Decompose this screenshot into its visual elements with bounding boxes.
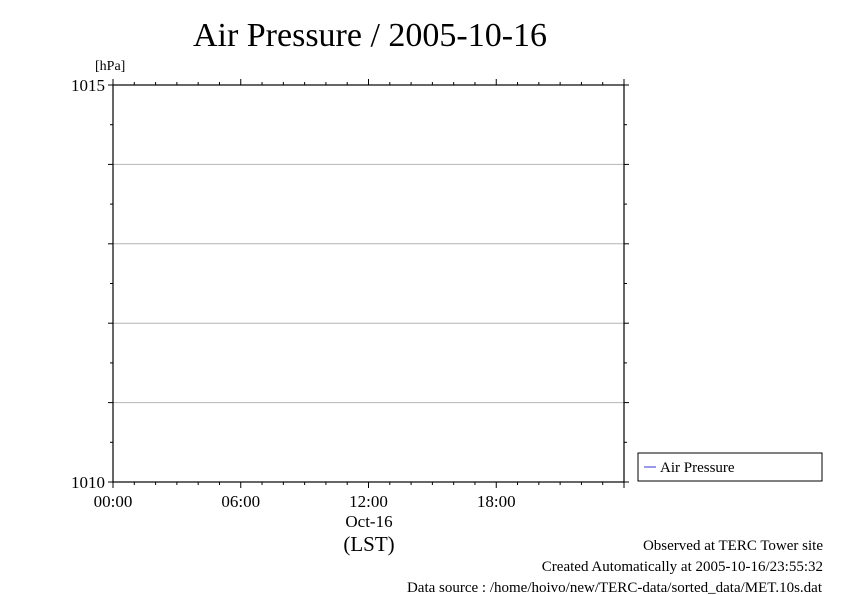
- x-tick-label: 18:00: [477, 492, 516, 511]
- x-date-label: Oct-16: [345, 512, 392, 531]
- plot-area-frame: [112, 84, 625, 483]
- footer-created: Created Automatically at 2005-10-16/23:5…: [542, 559, 823, 575]
- x-tick-label: 12:00: [349, 492, 388, 511]
- footer-observed: Observed at TERC Tower site: [643, 538, 823, 554]
- y-tick-label: 1015: [71, 76, 105, 95]
- y-tick-labels: 1015 1010: [71, 76, 105, 492]
- legend-box: [637, 452, 823, 482]
- x-tick-labels: 00:00 06:00 12:00 18:00: [94, 492, 516, 511]
- x-timezone-label: (LST): [343, 532, 394, 556]
- chart-title: Air Pressure / 2005-10-16: [193, 17, 547, 54]
- x-tick-label: 06:00: [221, 492, 260, 511]
- axis-minor-ticks: [108, 79, 629, 488]
- y-axis-unit-label: [hPa]: [95, 59, 125, 74]
- y-gridlines: [113, 163, 624, 404]
- legend: Air Pressure: [637, 452, 823, 482]
- x-tick-label: 00:00: [94, 492, 133, 511]
- footer-source: Data source : /home/hoivo/new/TERC-data/…: [407, 580, 823, 595]
- legend-label-air-pressure: Air Pressure: [660, 460, 735, 476]
- y-tick-label: 1010: [71, 473, 105, 492]
